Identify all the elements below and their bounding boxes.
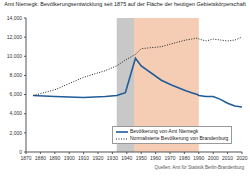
svg-text:1990: 1990	[193, 155, 204, 161]
svg-text:1940: 1940	[121, 155, 132, 161]
svg-text:1920: 1920	[92, 155, 103, 161]
svg-text:1910: 1910	[78, 155, 89, 161]
svg-text:14,000: 14,000	[8, 15, 22, 21]
svg-text:1970: 1970	[164, 155, 175, 161]
svg-text:1950: 1950	[136, 155, 147, 161]
svg-text:2020: 2020	[236, 155, 242, 161]
svg-text:2000: 2000	[208, 155, 219, 161]
svg-text:12,000: 12,000	[8, 34, 22, 40]
html-text:Normalisierte Bevölkerung von: Normalisierte Bevölkerung von Brandenbur…	[130, 135, 229, 141]
svg-text:2010: 2010	[222, 155, 233, 161]
svg-text:1880: 1880	[35, 155, 46, 161]
svg-text:1890: 1890	[49, 155, 60, 161]
svg-text:10,000: 10,000	[8, 53, 22, 59]
html-text:Bevölkerung von Amt Niemegk: Bevölkerung von Amt Niemegk	[130, 128, 199, 134]
svg-text:2,000: 2,000	[9, 130, 22, 136]
svg-text:1960: 1960	[150, 155, 161, 161]
svg-text:1900: 1900	[64, 155, 75, 161]
html-text:Amt Niemegk: Bevölkerungsentwi: Amt Niemegk: Bevölkerungsentwicklung sei…	[4, 1, 246, 7]
svg-text:1870: 1870	[20, 155, 31, 161]
svg-text:6,000: 6,000	[9, 91, 22, 97]
html-text:Quellen: Amt für Statistik Ber: Quellen: Amt für Statistik Berlin-Brande…	[154, 165, 244, 170]
svg-text:1980: 1980	[179, 155, 190, 161]
svg-text:8,000: 8,000	[9, 72, 22, 78]
svg-text:4,000: 4,000	[9, 110, 22, 116]
svg-text:1930: 1930	[107, 155, 118, 161]
svg-text:0: 0	[19, 149, 22, 155]
